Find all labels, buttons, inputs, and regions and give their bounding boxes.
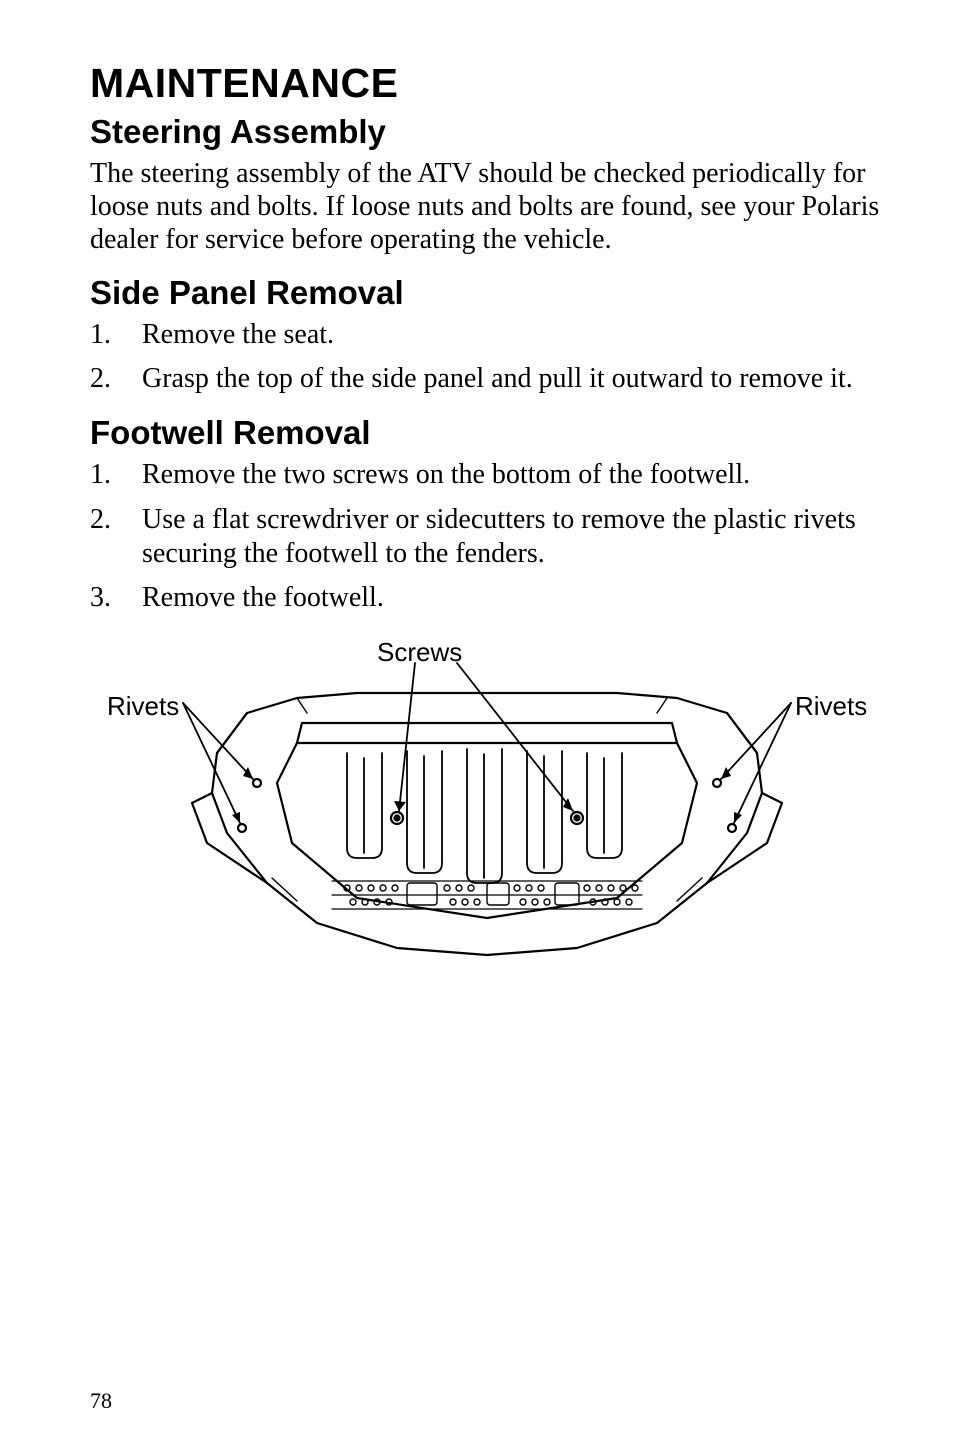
steering-body: The steering assembly of the ATV should … [90, 157, 884, 256]
section-title: MAINTENANCE [90, 60, 884, 107]
page-number: 78 [90, 1388, 112, 1414]
footwell-diagram [97, 643, 877, 983]
footwell-figure: Screws Rivets Rivets [97, 643, 877, 983]
side-panel-steps: Remove the seat. Grasp the top of the si… [90, 318, 884, 396]
footwell-steps: Remove the two screws on the bottom of t… [90, 458, 884, 615]
list-item: Remove the two screws on the bottom of t… [90, 458, 884, 492]
side-panel-heading: Side Panel Removal [90, 274, 884, 312]
list-item: Use a flat screwdriver or sidecutters to… [90, 503, 884, 571]
page: MAINTENANCE Steering Assembly The steeri… [0, 0, 954, 1454]
footwell-heading: Footwell Removal [90, 414, 884, 452]
list-item: Remove the footwell. [90, 581, 884, 615]
list-item: Grasp the top of the side panel and pull… [90, 362, 884, 396]
steering-heading: Steering Assembly [90, 113, 884, 151]
list-item: Remove the seat. [90, 318, 884, 352]
